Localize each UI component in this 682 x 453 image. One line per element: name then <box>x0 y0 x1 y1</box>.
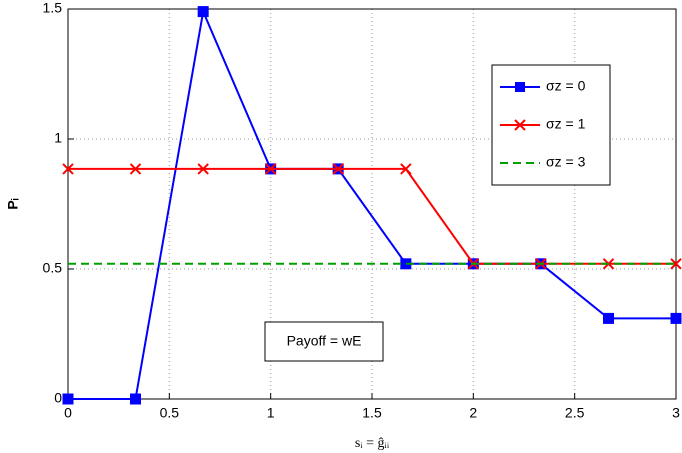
marker <box>400 163 412 175</box>
legend-marker <box>514 119 526 131</box>
legend-label: σz = 1 <box>546 116 586 132</box>
plot-frame <box>67 8 677 400</box>
annotation: Payoff = wE <box>287 333 362 349</box>
legend-marker <box>515 82 525 92</box>
x-tick-label: 1 <box>267 405 275 421</box>
marker <box>197 163 209 175</box>
series-line <box>68 167 676 265</box>
y-axis-label: Pᵢ <box>5 198 21 209</box>
marker <box>670 312 682 324</box>
marker <box>62 163 74 175</box>
marker <box>670 258 682 270</box>
x-axis-label: sᵢ = ĝᵢᵢ <box>355 436 390 451</box>
marker <box>129 393 141 405</box>
y-tick-label: 1 <box>54 130 62 146</box>
legend-label: σz = 0 <box>546 78 586 94</box>
y-tick-label: 0 <box>54 390 62 406</box>
series-line <box>68 8 676 400</box>
x-tick-label: 2.5 <box>565 405 585 421</box>
x-tick-label: 0.5 <box>160 405 180 421</box>
marker <box>62 393 74 405</box>
marker <box>603 312 615 324</box>
marker <box>332 163 344 175</box>
marker <box>264 163 277 175</box>
x-tick-label: 0 <box>64 405 72 421</box>
x-tick-label: 1.5 <box>362 405 382 421</box>
marker <box>129 163 142 175</box>
x-tick-label: 3 <box>672 405 680 421</box>
y-tick-label: 0.5 <box>43 260 63 276</box>
x-tick-label: 2 <box>469 405 477 421</box>
marker <box>197 6 209 18</box>
annotation-box <box>264 321 384 362</box>
legend-label: σz = 3 <box>546 154 586 170</box>
y-tick-label: 1.5 <box>43 0 63 16</box>
